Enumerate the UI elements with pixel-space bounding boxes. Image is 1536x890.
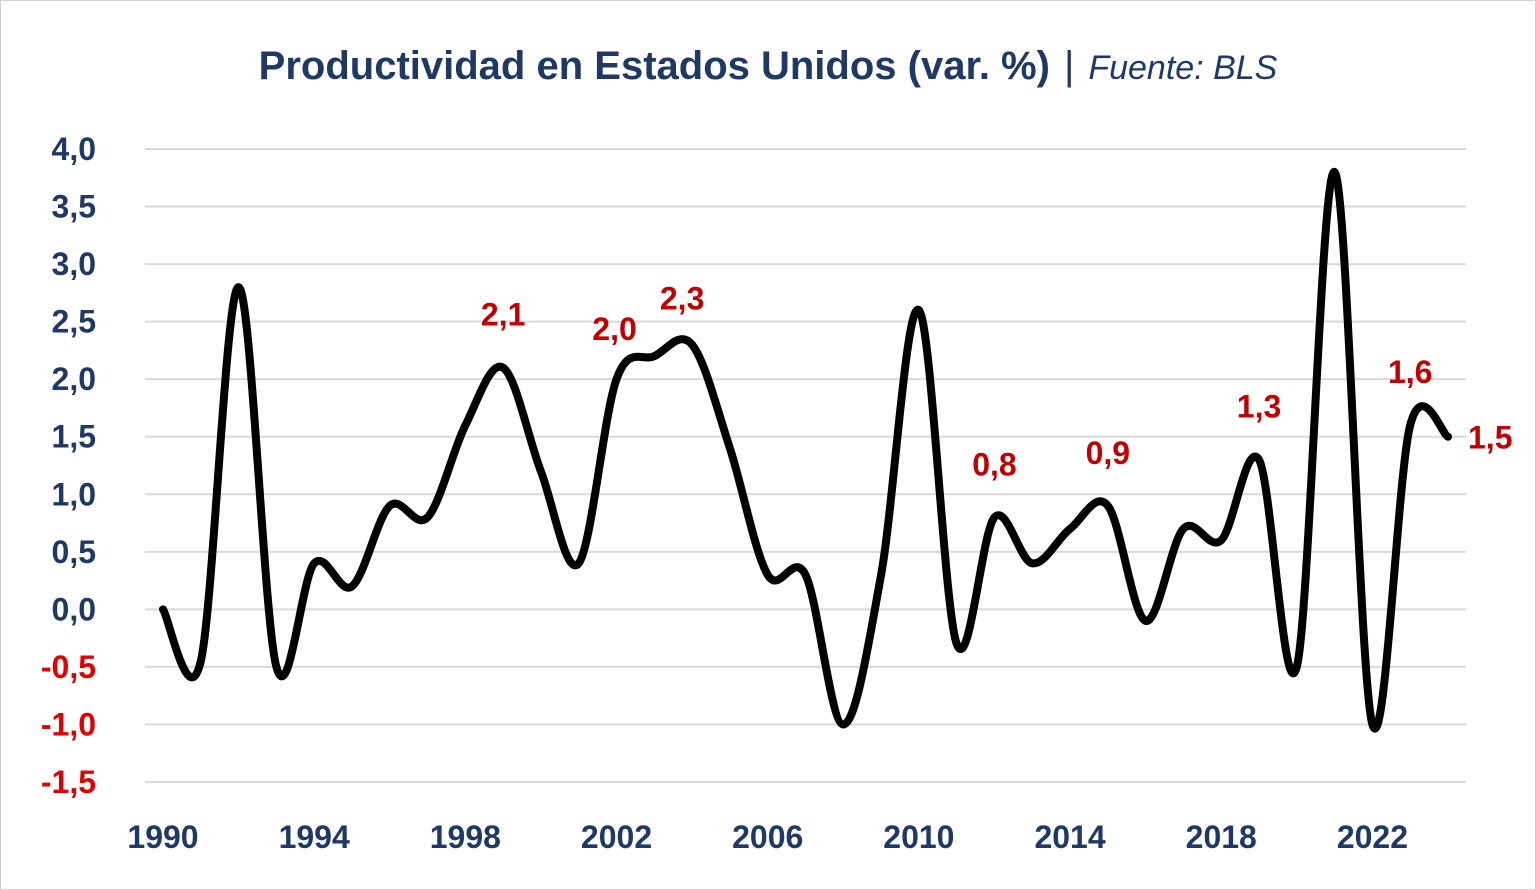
- data-label: 1,3: [1237, 389, 1281, 425]
- y-tick-label: 0,5: [52, 534, 96, 570]
- chart-title-main: Productividad en Estados Unidos (var. %): [258, 44, 1050, 88]
- y-tick-label: 3,5: [52, 189, 96, 225]
- data-label: 2,3: [660, 281, 704, 317]
- data-label: 1,5: [1468, 420, 1512, 456]
- y-axis: 4,0 3,5 3,0 2,5 2,0 1,5 1,0 0,5 0,0 -0,5 -1,0 -1,5: [41, 131, 96, 800]
- x-tick-label: 2002: [581, 819, 652, 855]
- x-tick-label: 1994: [279, 819, 350, 855]
- y-tick-label: 1,0: [52, 476, 96, 512]
- x-tick-label: 2006: [732, 819, 803, 855]
- y-tick-label: 1,5: [52, 419, 96, 455]
- data-label: 2,0: [592, 311, 636, 347]
- grid-lines: [145, 148, 1466, 783]
- y-tick-label: 3,0: [52, 246, 96, 282]
- x-tick-label: 2018: [1186, 819, 1257, 855]
- series-line-productividad: [159, 167, 1452, 733]
- y-tick-label: -1,5: [41, 764, 96, 800]
- y-tick-label: -0,5: [41, 649, 96, 685]
- data-labels: 2,1 2,0 2,3 0,8 0,9 1,3 1,6 1,5: [481, 281, 1513, 483]
- x-axis: 1990 1994 1998 2002 2006 2010 2014 2018 2022: [127, 819, 1408, 855]
- x-tick-label: 1998: [430, 819, 501, 855]
- y-tick-label: -1,0: [41, 706, 96, 742]
- data-label: 0,8: [972, 446, 1016, 482]
- y-tick-label: 0,0: [52, 591, 96, 627]
- data-label: 2,1: [481, 297, 525, 333]
- series-group: [159, 167, 1452, 733]
- x-tick-label: 2010: [883, 819, 954, 855]
- data-label: 1,6: [1388, 354, 1432, 390]
- data-label: 0,9: [1086, 435, 1130, 471]
- y-tick-label: 2,5: [52, 304, 96, 340]
- x-tick-label: 2014: [1034, 819, 1105, 855]
- x-tick-label: 2022: [1337, 819, 1408, 855]
- chart-title-separator: |: [1063, 44, 1075, 88]
- y-tick-label: 2,0: [52, 361, 96, 397]
- chart-title: Productividad en Estados Unidos (var. %)…: [0, 40, 1536, 94]
- chart-source: Fuente: BLS: [1088, 49, 1278, 87]
- y-tick-label: 4,0: [52, 131, 96, 167]
- x-tick-label: 1990: [127, 819, 198, 855]
